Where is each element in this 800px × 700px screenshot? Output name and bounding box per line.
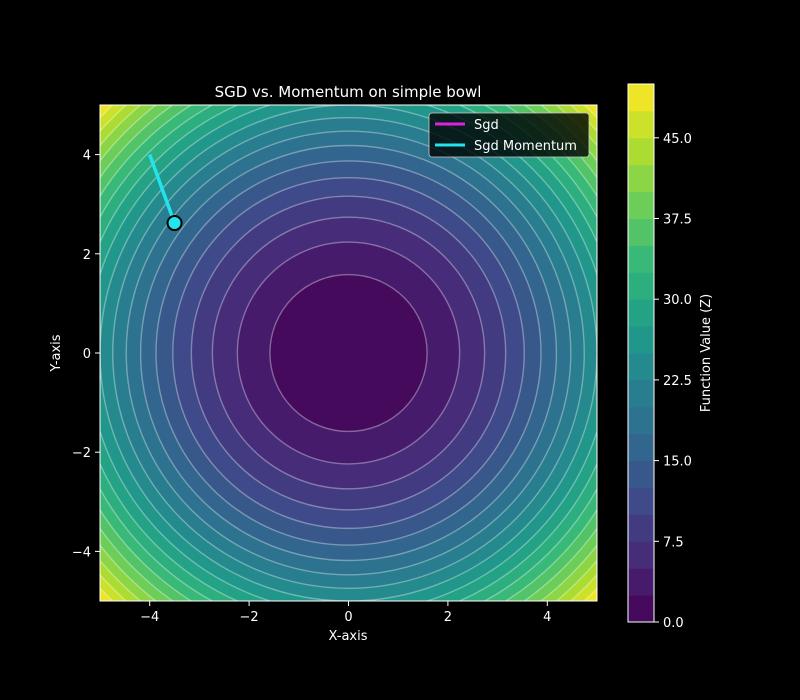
contour-lines xyxy=(100,105,597,601)
legend-label-sgd: Sgd xyxy=(474,118,499,133)
colorbar-segment xyxy=(628,568,654,596)
x-tick-label: −2 xyxy=(240,610,259,625)
colorbar-segment xyxy=(628,164,654,193)
y-tick-label: 0 xyxy=(83,347,91,362)
y-axis-ticks: −4 −2 0 2 4 xyxy=(72,149,100,560)
x-tick-label: −4 xyxy=(140,610,159,625)
contour-line xyxy=(155,160,542,546)
colorbar-segment xyxy=(628,191,654,219)
colorbar-segment xyxy=(628,110,654,139)
y-tick-label: 2 xyxy=(83,248,91,263)
x-tick-label: 4 xyxy=(543,610,551,625)
colorbar-segment xyxy=(628,379,654,408)
contour-line xyxy=(172,176,525,530)
trajectory-sgd-momentum xyxy=(148,154,177,224)
colorbar-segment xyxy=(628,595,654,623)
y-tick-label: 4 xyxy=(83,149,91,164)
colorbar-segment xyxy=(628,487,654,515)
colorbar-segment xyxy=(628,514,654,542)
contour-line xyxy=(269,273,428,433)
x-axis-label: X-axis xyxy=(329,629,368,644)
trajectory-layer xyxy=(148,154,183,232)
colorbar-tick-label: 37.5 xyxy=(663,213,692,228)
contour-band xyxy=(269,274,428,432)
colorbar-segment xyxy=(628,541,654,569)
colorbar-segment xyxy=(628,433,654,462)
colorbar-frame xyxy=(627,83,655,623)
colorbar-segment xyxy=(628,460,654,488)
current-point-marker xyxy=(166,215,183,232)
x-axis-ticks: −4 −2 0 2 4 xyxy=(140,601,551,625)
contour-line xyxy=(125,130,572,576)
y-tick-label: −4 xyxy=(72,545,91,560)
colorbar: 0.0 7.5 15.0 22.5 30.0 37.5 45.0 xyxy=(627,83,692,631)
colorbar-segment xyxy=(628,299,654,327)
colorbar-segment xyxy=(628,84,654,112)
colorbar-segment xyxy=(628,406,654,435)
colorbar-segment xyxy=(628,218,654,246)
legend: Sgd Sgd Momentum xyxy=(428,112,590,158)
colorbar-segment xyxy=(628,326,654,354)
chart-title: SGD vs. Momentum on simple bowl xyxy=(215,83,482,101)
x-tick-label: 2 xyxy=(444,610,452,625)
colorbar-segment xyxy=(628,353,654,381)
legend-label-momentum: Sgd Momentum xyxy=(474,139,577,154)
legend-box xyxy=(428,112,590,158)
colorbar-tick-label: 22.5 xyxy=(663,374,692,389)
contour-line xyxy=(236,241,461,465)
contour-line xyxy=(112,117,585,589)
colorbar-segment xyxy=(628,272,654,300)
colorbar-label: Function Value (Z) xyxy=(699,294,714,412)
colorbar-tick-label: 30.0 xyxy=(663,293,692,308)
colorbar-tick-label: 15.0 xyxy=(663,455,692,470)
x-tick-label: 0 xyxy=(344,610,352,625)
colorbar-tick-label: 7.5 xyxy=(663,535,684,550)
contour-fills xyxy=(100,105,597,601)
colorbar-tick-label: 45.0 xyxy=(663,132,692,147)
colorbar-segment xyxy=(628,137,654,166)
y-axis-label: Y-axis xyxy=(49,334,64,372)
y-tick-label: −2 xyxy=(72,446,91,461)
colorbar-tick-label: 0.0 xyxy=(663,616,684,631)
contour-line xyxy=(190,195,507,511)
colorbar-segment xyxy=(628,245,654,273)
contour-line xyxy=(139,144,558,562)
contour-line xyxy=(211,216,486,490)
